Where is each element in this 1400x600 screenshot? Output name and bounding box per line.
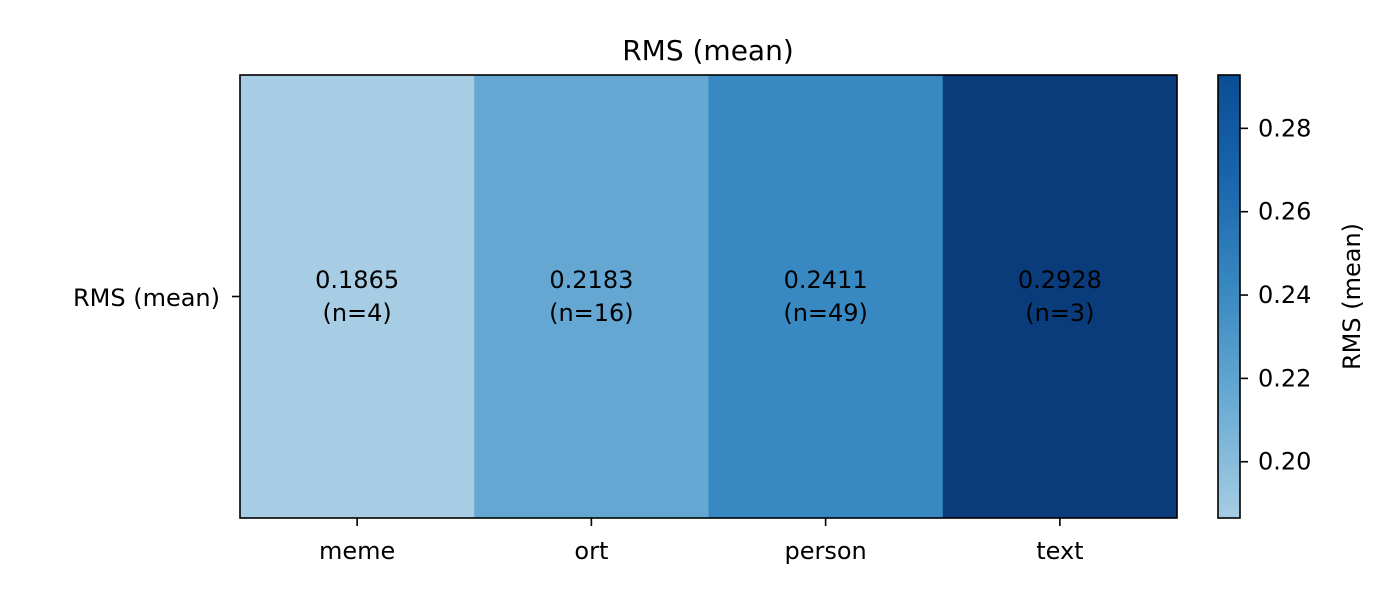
x-tick-label: ort <box>574 537 608 565</box>
colorbar <box>1217 74 1241 519</box>
chart-title: RMS (mean) <box>622 34 794 67</box>
colorbar-tick-label: 0.20 <box>1258 448 1311 476</box>
colorbar-tick-label: 0.22 <box>1258 364 1311 392</box>
x-tick-label: meme <box>319 537 395 565</box>
colorbar-gradient <box>1217 74 1241 519</box>
colorbar-tick-label: 0.26 <box>1258 198 1311 226</box>
cell-count-label: (n=3) <box>1025 299 1094 327</box>
cell-value-label: 0.2928 <box>1018 266 1102 294</box>
y-axis: RMS (mean) <box>73 284 240 312</box>
y-tick-label: RMS (mean) <box>73 284 220 312</box>
heatmap-cell <box>240 75 475 518</box>
cell-count-label: (n=49) <box>783 299 868 327</box>
heatmap-cell <box>942 75 1178 518</box>
heatmap-cell <box>708 75 944 518</box>
colorbar-ticks: 0.20 0.22 0.24 0.26 0.28 <box>1240 114 1311 476</box>
x-tick-label: person <box>784 537 866 565</box>
colorbar-label: RMS (mean) <box>1338 223 1366 370</box>
cell-count-label: (n=16) <box>549 299 634 327</box>
cell-value-label: 0.1865 <box>315 266 399 294</box>
cell-value-label: 0.2411 <box>784 266 868 294</box>
colorbar-tick-label: 0.24 <box>1258 281 1311 309</box>
heatmap-cells: 0.1865 (n=4) 0.2183 (n=16) 0.2411 (n=49) 0.292… <box>240 75 1178 518</box>
cell-value-label: 0.2183 <box>549 266 633 294</box>
x-tick-label: text <box>1036 537 1083 565</box>
colorbar-tick-label: 0.28 <box>1258 114 1311 142</box>
heatmap-cell <box>474 75 709 518</box>
cell-count-label: (n=4) <box>322 299 391 327</box>
x-axis: meme ort person text <box>319 518 1084 565</box>
